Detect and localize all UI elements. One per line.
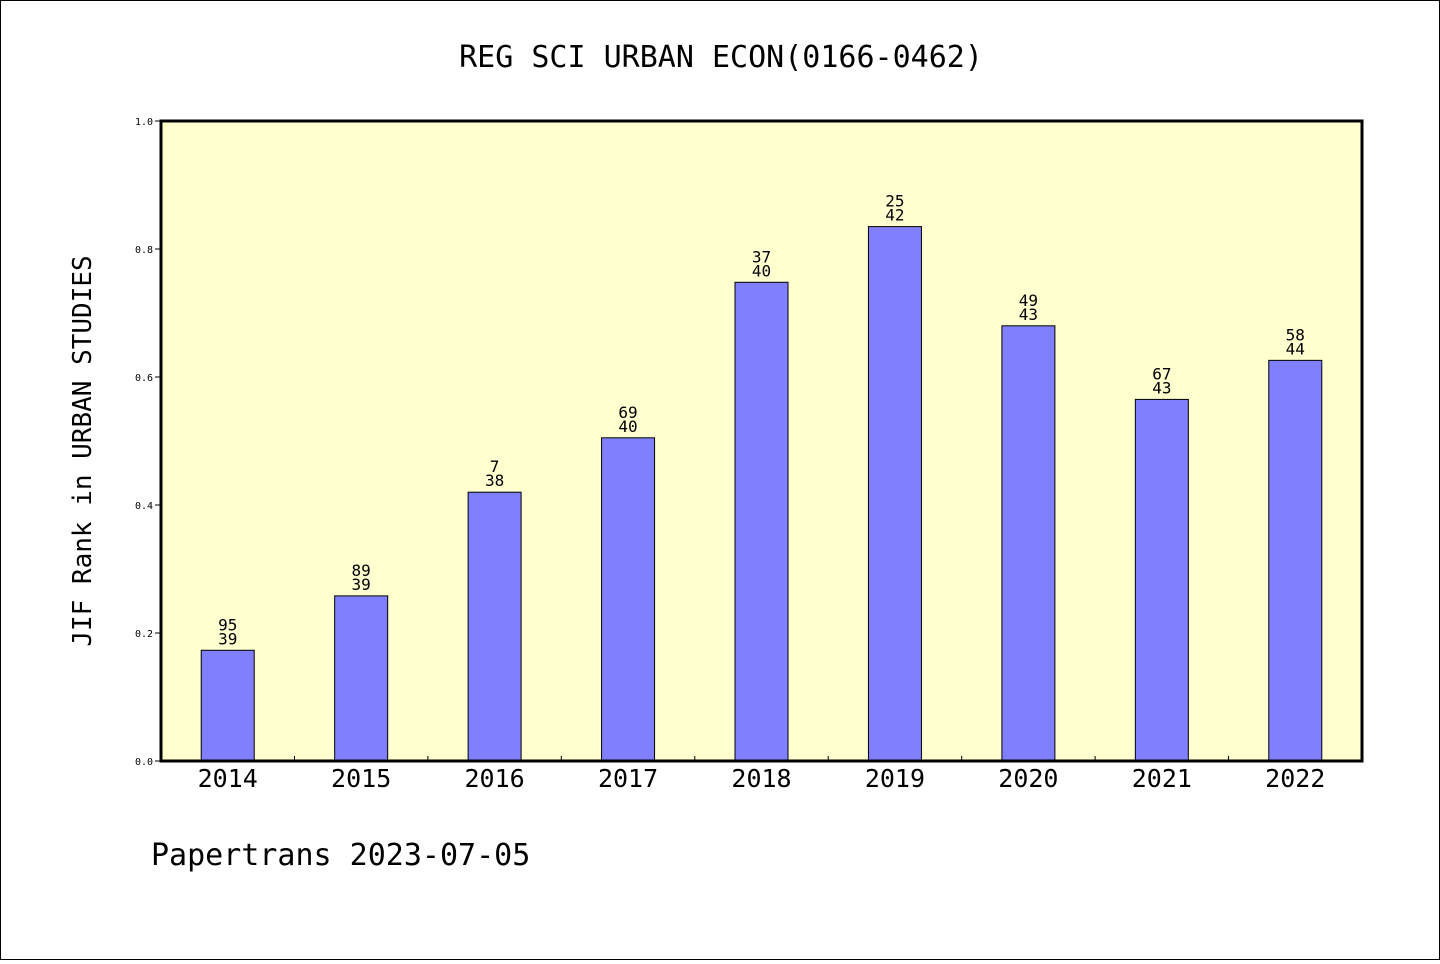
footer-text: Papertrans 2023-07-05: [151, 838, 530, 873]
y-tick-label: 0.0: [135, 757, 153, 768]
x-tick-label: 2019: [865, 764, 925, 793]
x-axis-ticks: 2014 2015 2016 2017 2018 2019 2020 2021 2022: [198, 756, 1325, 793]
x-tick-label: 2020: [998, 764, 1058, 793]
bar-2018: [734, 281, 789, 762]
bar-2020: [1001, 325, 1056, 762]
bar-2022: [1268, 359, 1323, 762]
y-tick-label: 0.8: [135, 245, 153, 256]
y-axis-label: JIF Rank in URBAN STUDIES: [68, 255, 98, 646]
bars-group: [200, 226, 1323, 762]
data-label-bottom: 44: [1286, 339, 1305, 358]
data-label-bottom: 43: [1152, 378, 1171, 397]
x-tick-label: 2014: [198, 764, 258, 793]
data-label-bottom: 40: [618, 417, 637, 436]
x-tick-label: 2018: [731, 764, 791, 793]
bar-2015: [334, 595, 389, 762]
data-label-top: 67: [1152, 364, 1171, 383]
x-tick-label: 2015: [331, 764, 391, 793]
data-label-bottom: 39: [352, 575, 371, 594]
bar-2019: [867, 226, 922, 762]
data-label-top: 37: [752, 247, 771, 266]
data-label-top: 89: [352, 561, 371, 580]
y-tick-label: 1.0: [135, 117, 153, 128]
data-label-bottom: 43: [1019, 305, 1038, 324]
bar-2017: [601, 437, 656, 762]
y-tick-label: 0.6: [135, 373, 153, 384]
data-label-bottom: 39: [218, 629, 237, 648]
data-label-top: 49: [1019, 291, 1038, 310]
bar-2014: [200, 649, 255, 762]
data-label-top: 25: [885, 192, 904, 211]
x-tick-label: 2022: [1265, 764, 1325, 793]
data-label-top: 95: [218, 615, 237, 634]
y-axis-ticks: 0.0 0.2 0.4 0.6 0.8 1.0: [135, 117, 161, 768]
y-tick-label: 0.2: [135, 629, 153, 640]
plot-border: [159, 119, 1364, 763]
data-label-bottom: 42: [885, 206, 904, 225]
data-label-top: 58: [1286, 325, 1305, 344]
chart-title: REG SCI URBAN ECON(0166-0462): [459, 40, 983, 75]
x-tick-label: 2021: [1132, 764, 1192, 793]
bar-2016: [467, 491, 522, 762]
data-label-bottom: 40: [752, 261, 771, 280]
x-tick-label: 2017: [598, 764, 658, 793]
data-label-bottom: 38: [485, 471, 504, 490]
data-label-top: 7: [490, 457, 500, 476]
y-tick-label: 0.4: [135, 501, 153, 512]
data-label-top: 69: [618, 403, 637, 422]
bar-2021: [1134, 398, 1189, 762]
x-tick-label: 2016: [465, 764, 525, 793]
